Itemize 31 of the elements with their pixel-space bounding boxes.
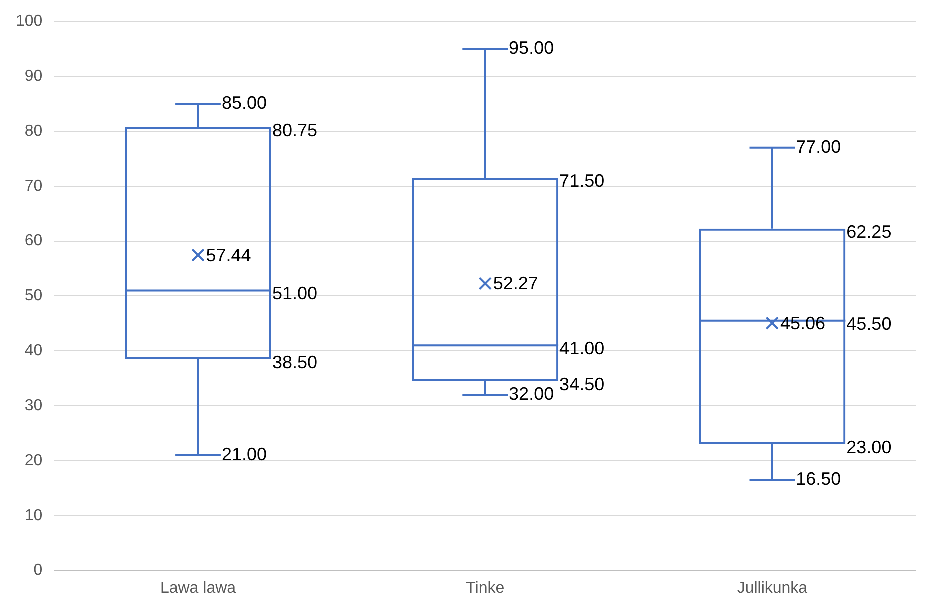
y-tick-label: 50: [24, 288, 43, 305]
text: 41.00: [560, 338, 605, 359]
text: 57.44: [206, 245, 252, 266]
x-tick-label: Lawa lawa: [160, 580, 236, 597]
text: 45.50: [846, 314, 892, 334]
text: 34.50: [560, 374, 605, 394]
text: 16.50: [796, 469, 842, 490]
y-tick-label: 90: [24, 68, 43, 85]
y-tick-label: 10: [24, 507, 43, 524]
y-tick-label: 40: [24, 342, 43, 360]
text: 38.50: [272, 352, 318, 372]
y-tick-label: 60: [24, 232, 43, 250]
y-tick-label: 100: [16, 13, 43, 30]
text: 32.00: [509, 384, 554, 404]
text: 52.27: [493, 274, 538, 294]
x-tick-label: Tinke: [466, 580, 505, 597]
text: 51.00: [272, 284, 318, 304]
text: 71.50: [560, 171, 605, 192]
text: 85.00: [222, 92, 267, 113]
text: 21.00: [222, 444, 267, 464]
y-tick-label: 20: [24, 452, 43, 470]
y-tick-label: 0: [34, 562, 43, 580]
x-tick-label: Jullikunka: [737, 580, 808, 597]
y-tick-label: 80: [24, 122, 43, 140]
text: 77.00: [796, 136, 842, 157]
text: 62.25: [846, 222, 892, 242]
text: 23.00: [846, 437, 892, 458]
text: 80.75: [272, 120, 318, 140]
y-tick-label: 70: [24, 178, 43, 195]
y-tick-label: 30: [24, 397, 43, 414]
text: 95.00: [509, 38, 554, 58]
